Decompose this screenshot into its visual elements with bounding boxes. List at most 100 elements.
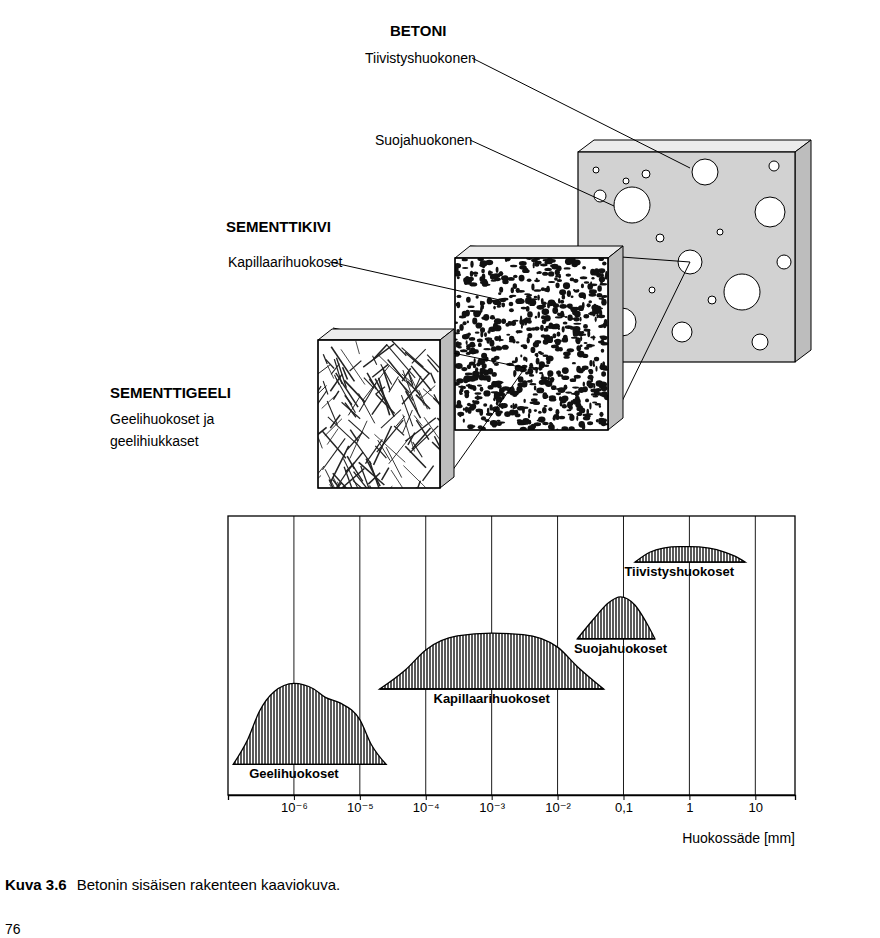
texture-speck (550, 377, 555, 382)
texture-speck (582, 354, 588, 358)
texture-speck (536, 388, 544, 394)
texture-speck (476, 362, 480, 366)
level-label: geelihiukkaset (110, 433, 199, 449)
texture-speck (496, 401, 499, 406)
texture-speck (567, 402, 572, 409)
texture-speck (591, 393, 596, 396)
series-label: Geelihuokoset (249, 766, 339, 781)
texture-speck (600, 273, 604, 277)
caption: Kuva 3.6Betonin sisäisen rakenteen kaavi… (5, 876, 340, 893)
texture-speck (523, 399, 525, 403)
cement-gel-cube-top (318, 329, 454, 340)
texture-speck (582, 302, 585, 309)
x-tick: 10⁻⁵ (347, 795, 374, 815)
pore (769, 161, 779, 171)
texture-speck (518, 330, 520, 332)
level-title: SEMENTTIGEELI (110, 384, 231, 401)
texture-speck (535, 353, 538, 356)
texture-speck (534, 409, 537, 412)
pore (708, 296, 716, 304)
texture-speck (468, 305, 475, 308)
texture-speck (477, 384, 482, 386)
texture-speck (590, 336, 596, 338)
texture-speck (496, 345, 500, 347)
texture-speck (472, 349, 475, 353)
texture-speck (596, 380, 603, 387)
texture-speck (565, 261, 569, 263)
texture-speck (470, 261, 473, 268)
texture-speck (522, 267, 528, 272)
x-tick-label: 10 (749, 800, 763, 815)
texture-speck (563, 315, 565, 317)
texture-speck (558, 298, 560, 304)
texture-speck (562, 367, 569, 374)
texture-speck (561, 313, 564, 316)
level-title: BETONI (390, 22, 446, 39)
texture-speck (601, 299, 606, 306)
gel-fiber (364, 378, 374, 389)
texture-speck (483, 403, 487, 406)
texture-speck (493, 323, 498, 330)
texture-speck (548, 271, 554, 276)
gel-fiber (423, 466, 434, 481)
texture-speck (537, 271, 541, 274)
stone-texture (455, 258, 608, 430)
texture-speck (554, 339, 562, 343)
series-label: Tiivistyshuokoset (624, 564, 734, 579)
texture-speck (573, 289, 575, 291)
texture-speck (584, 347, 589, 350)
texture-speck (565, 316, 568, 318)
texture-speck (528, 413, 530, 419)
texture-speck (590, 389, 597, 393)
texture-speck (541, 334, 546, 337)
texture-speck (459, 324, 463, 331)
gel-fiber (350, 421, 367, 459)
texture-speck (473, 425, 476, 427)
gel-fiber (344, 467, 352, 488)
texture-speck (534, 385, 537, 390)
gel-fiber (318, 365, 330, 375)
pore (642, 170, 650, 178)
texture-speck (534, 296, 538, 298)
gel-fiber (419, 390, 428, 409)
texture-speck (601, 324, 608, 327)
texture-speck (579, 292, 586, 298)
texture-speck (534, 279, 540, 282)
pore (717, 229, 723, 235)
texture-speck (540, 325, 544, 331)
texture-speck (510, 405, 512, 408)
texture-speck (581, 284, 584, 289)
gel-fiber (381, 410, 401, 428)
gel-fiber (318, 386, 327, 417)
texture-speck (469, 363, 473, 366)
texture-speck (599, 412, 603, 417)
texture-speck (591, 277, 594, 280)
texture-speck (562, 395, 569, 401)
gel-fiber (394, 426, 404, 435)
plot-area (233, 547, 745, 765)
distribution-baseline (635, 561, 745, 562)
pointer-line (330, 262, 500, 300)
texture-speck (584, 342, 588, 344)
x-tick: 0,1 (615, 795, 633, 815)
texture-speck (484, 332, 487, 337)
texture-speck (501, 319, 506, 325)
texture-speck (473, 364, 476, 369)
texture-speck (462, 267, 468, 269)
texture-speck (531, 284, 534, 291)
texture-speck (541, 287, 545, 291)
texture-speck (576, 407, 582, 411)
texture-speck (549, 422, 552, 425)
texture-speck (486, 338, 489, 344)
gel-fiber (322, 438, 345, 469)
x-tick-label: 10⁻⁴ (413, 800, 440, 815)
texture-speck (537, 420, 542, 422)
gel-fiber (318, 391, 327, 407)
texture-speck (571, 296, 574, 298)
gel-fiber (366, 459, 380, 486)
texture-speck (489, 340, 494, 347)
texture-speck (515, 357, 518, 363)
texture-speck (544, 405, 548, 407)
texture-speck (472, 318, 477, 325)
texture-speck (527, 338, 530, 343)
